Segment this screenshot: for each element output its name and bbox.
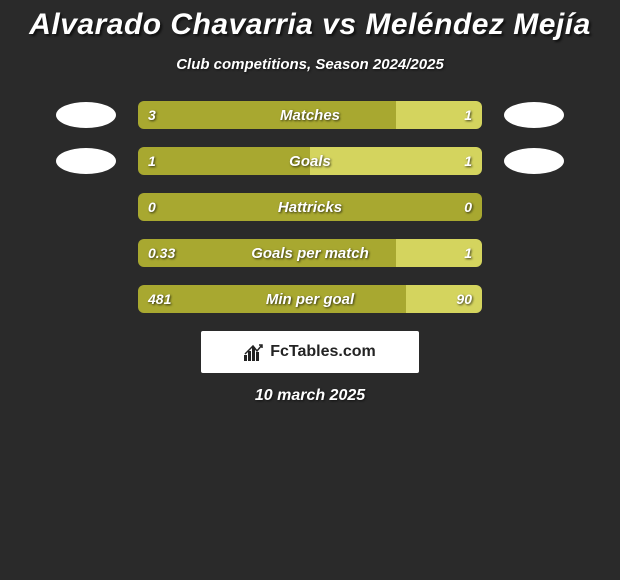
stat-row: 11Goals (0, 147, 620, 175)
right-value: 1 (454, 245, 482, 261)
player-avatar-left (56, 102, 116, 128)
spacer (504, 194, 564, 220)
spacer (504, 240, 564, 266)
brand-label: FcTables.com (270, 343, 376, 361)
stat-row: 0.331Goals per match (0, 239, 620, 267)
comparison-widget: Alvarado Chavarria vs Meléndez Mejía Clu… (0, 0, 620, 405)
page-title: Alvarado Chavarria vs Meléndez Mejía (0, 8, 620, 42)
bar-left-segment: 0.33 (138, 239, 396, 267)
subtitle: Club competitions, Season 2024/2025 (0, 56, 620, 73)
date-label: 10 march 2025 (0, 387, 620, 405)
stat-bar: 00Hattricks (138, 193, 482, 221)
bar-right-segment: 1 (396, 239, 482, 267)
bar-right-segment: 1 (310, 147, 482, 175)
left-value: 481 (138, 291, 181, 307)
bar-left-segment: 3 (138, 101, 396, 129)
stat-bar: 48190Min per goal (138, 285, 482, 313)
right-value: 0 (454, 193, 482, 221)
spacer (56, 240, 116, 266)
bar-right-segment: 90 (406, 285, 482, 313)
stats-rows: 31Matches11Goals00Hattricks0.331Goals pe… (0, 101, 620, 313)
right-value: 1 (454, 107, 482, 123)
bar-left-segment: 481 (138, 285, 406, 313)
left-value: 3 (138, 107, 166, 123)
right-value: 90 (446, 291, 482, 307)
player-avatar-right (504, 148, 564, 174)
chart-icon (244, 343, 264, 361)
spacer (56, 286, 116, 312)
right-value: 1 (454, 153, 482, 169)
stat-row: 48190Min per goal (0, 285, 620, 313)
stat-bar: 31Matches (138, 101, 482, 129)
spacer (56, 194, 116, 220)
stat-bar: 11Goals (138, 147, 482, 175)
stat-bar: 0.331Goals per match (138, 239, 482, 267)
spacer (504, 286, 564, 312)
bar-left-segment: 0 (138, 193, 482, 221)
stat-row: 00Hattricks (0, 193, 620, 221)
player-avatar-right (504, 102, 564, 128)
brand-box[interactable]: FcTables.com (201, 331, 419, 373)
left-value: 1 (138, 153, 166, 169)
left-value: 0 (138, 199, 166, 215)
stat-row: 31Matches (0, 101, 620, 129)
bar-right-segment: 1 (396, 101, 482, 129)
left-value: 0.33 (138, 245, 185, 261)
player-avatar-left (56, 148, 116, 174)
bar-left-segment: 1 (138, 147, 310, 175)
